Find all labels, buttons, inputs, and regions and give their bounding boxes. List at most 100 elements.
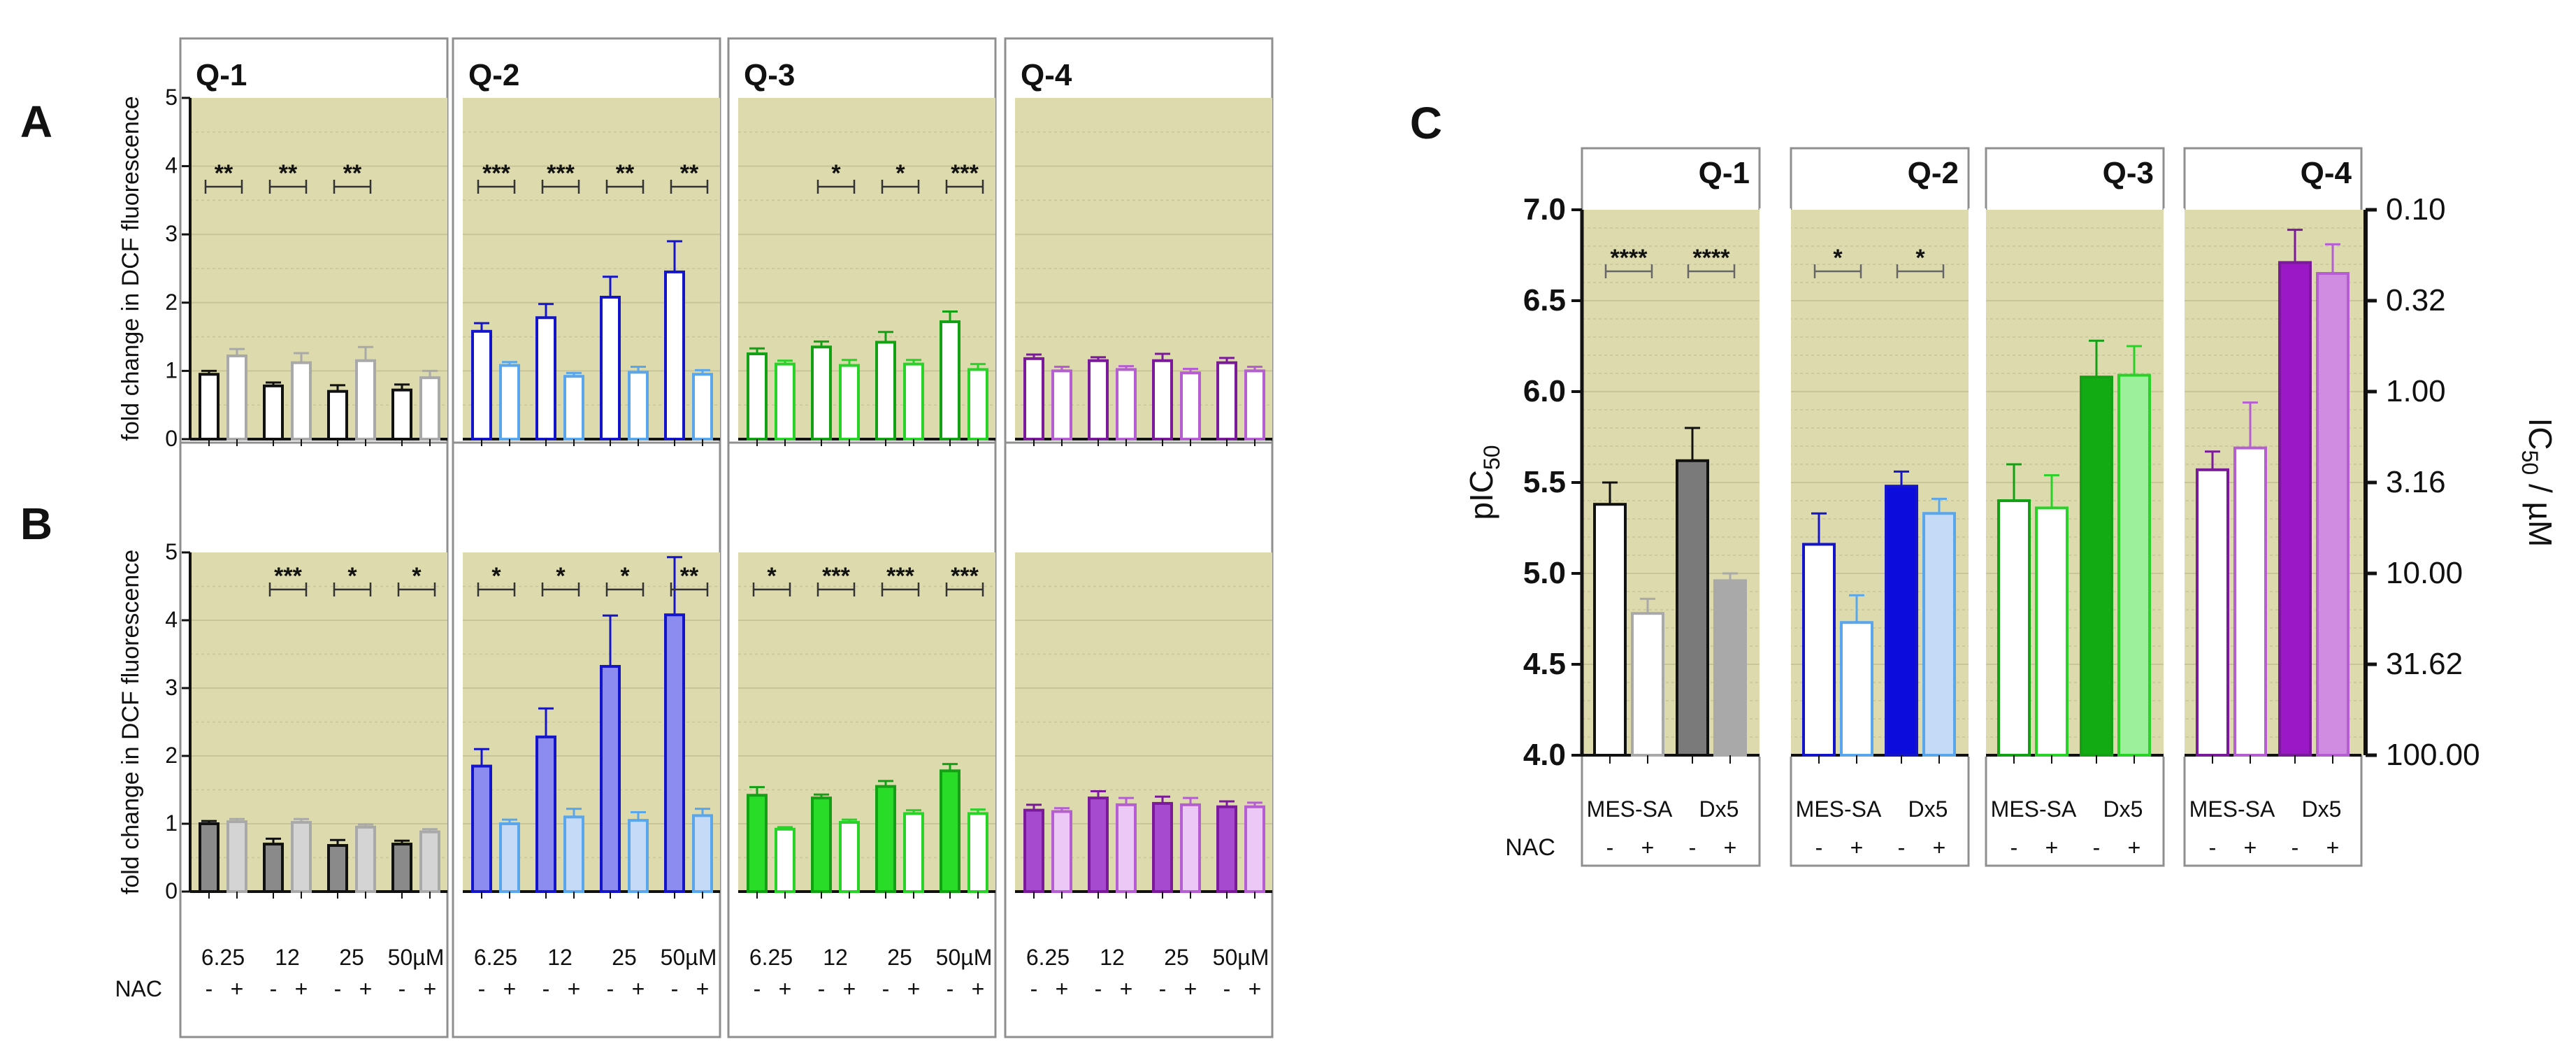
- chartB-y-axis-label: fold change in DCF fluorescence: [117, 550, 144, 894]
- chartC-Q-1-group-label-mes-sa: MES-SA: [1587, 796, 1673, 822]
- chart-marks: [182, 96, 2377, 899]
- chartB-Q-2-bar-25-nac-plus: [628, 819, 649, 894]
- chartB-Q-1-bar-6.25-nac-plus: [226, 820, 247, 893]
- chartB-Q-1-group-label: 50µM: [388, 945, 445, 970]
- chartB-Q-1-bar-50µM-nac-plus: [419, 830, 440, 894]
- chartA-Q-2-bar-25-nac-plus: [628, 371, 649, 441]
- chartA-Q-2-sig-3-stars: **: [680, 160, 699, 187]
- chartC-Q-1-bar-dx5-nac-plus: [1713, 579, 1747, 757]
- chartB-Q-4-nac-minus-label: -: [1223, 976, 1231, 1001]
- chartC-Q-1-nac-sign-label: -: [1689, 835, 1697, 860]
- chartC-y-tick-label: 4.0: [1523, 738, 1566, 772]
- chartC-Q-1-nac-sign-label: +: [1724, 835, 1737, 860]
- chartB-Q-1-nac-plus-label: +: [424, 976, 437, 1001]
- chartB-y-tick-label: 1: [165, 810, 178, 836]
- chartB-Q-2-group-label: 12: [547, 945, 573, 970]
- chartC-Q-1-sig-0-stars: ****: [1611, 245, 1648, 271]
- chartB-Q-2-nac-minus-label: -: [607, 976, 614, 1001]
- chartB-Q-3-group-label: 25: [887, 945, 912, 970]
- chartA-Q-1-bar-12-nac-plus: [291, 361, 312, 441]
- chartB-nac-row-label: NAC: [115, 976, 162, 1001]
- chartC-Q-3-nac-sign-label: -: [2010, 835, 2018, 860]
- chartB-Q-3-sig-2-stars: ***: [886, 563, 914, 589]
- chartB-Q-1-group-label: 12: [275, 945, 300, 970]
- chartB-Q-2-sig-0-stars: *: [491, 563, 501, 589]
- chartB-Q-2-nac-minus-label: -: [542, 976, 550, 1001]
- chartC-Q-2-sig-0-stars: *: [1833, 245, 1843, 271]
- chartA-Q-2-bar-6.25-nac-minus: [471, 329, 492, 441]
- chartB-Q-4-group-label: 50µM: [1213, 945, 1269, 970]
- chartC-column-gap: [2164, 208, 2185, 757]
- chartA-Q-3-title: Q-3: [744, 58, 795, 92]
- chartB-Q-1-bar-12-nac-minus: [263, 843, 284, 893]
- chartC-Q-1-bar-mes-sa-nac-plus: [1631, 612, 1664, 757]
- chartB-Q-3-bar-6.25-nac-plus: [775, 827, 796, 894]
- chartC-Q-1-bar-mes-sa-nac-minus: [1593, 503, 1627, 757]
- chartB-y-tick-label: 0: [165, 878, 178, 903]
- panel-letter-c: C: [1410, 98, 1442, 148]
- chartB-Q-3-sig-3-stars: ***: [951, 563, 979, 589]
- chartA-Q-4-bar-12-nac-plus: [1116, 368, 1137, 441]
- chartB-Q-1-nac-minus-label: -: [398, 976, 406, 1001]
- chartC-y2-tick-label: 0.32: [2386, 283, 2446, 317]
- chartC-column-gap: [1760, 208, 1791, 757]
- chartA-Q-2-bar-50µM-nac-plus: [692, 373, 713, 441]
- chartB-Q-3-group-label: 12: [823, 945, 848, 970]
- chartB-Q-1-sig-2-stars: *: [347, 563, 357, 589]
- chartB-Q-2-group-label: 6.25: [474, 945, 517, 970]
- chartA-Q-2-bar-12-nac-plus: [563, 375, 584, 441]
- chartA-Q-2-bar-12-nac-minus: [535, 316, 556, 441]
- chartB-Q-3-nac-minus-label: -: [818, 976, 826, 1001]
- chartB-Q-2-bar-12-nac-minus: [535, 735, 556, 893]
- chartC-y-tick-label: 4.5: [1523, 647, 1566, 681]
- chartC-Q-1-group-label-dx5: Dx5: [1699, 796, 1739, 822]
- chartB-Q-2-bar-6.25-nac-plus: [499, 822, 520, 893]
- chartC-Q-3-bar-mes-sa-nac-plus: [2035, 506, 2068, 757]
- chartB-y-tick-label: 4: [165, 607, 178, 632]
- chartC-y2-tick-label: 10.00: [2386, 556, 2463, 590]
- chartB-Q-1-nac-minus-label: -: [270, 976, 278, 1001]
- chartC-y2-tick-label: 31.62: [2386, 647, 2463, 681]
- chartC-y2-tick-label: 100.00: [2386, 738, 2480, 772]
- chartB-Q-3-bar-25-nac-plus: [903, 812, 924, 893]
- chartB-Q-3-nac-minus-label: -: [947, 976, 954, 1001]
- chartA-Q-1-sig-0-stars: **: [215, 160, 233, 187]
- chartB-Q-1-nac-plus-label: +: [295, 976, 308, 1001]
- chartB-Q-3-bar-25-nac-minus: [875, 785, 896, 894]
- chartB-Q-4-bar-6.25-nac-minus: [1023, 808, 1044, 893]
- chartB-Q-2-sig-1-stars: *: [556, 563, 566, 589]
- chartA-Q-1-bar-25-nac-minus: [327, 389, 348, 441]
- chartB-Q-2-nac-plus-label: +: [696, 976, 710, 1001]
- chartC-y-tick-label: 6.0: [1523, 374, 1566, 408]
- chartC-y2-tick-label: 1.00: [2386, 374, 2446, 408]
- chartB-Q-2-bar-50µM-nac-minus: [664, 613, 685, 893]
- chartB-Q-3-nac-plus-label: +: [972, 976, 985, 1001]
- chartC-Q-4-nac-sign-label: -: [2209, 835, 2217, 860]
- chartC-Q-1-title: Q-1: [1699, 156, 1750, 190]
- chartC-Q-2-nac-sign-label: +: [1850, 835, 1864, 860]
- chartB-Q-2-nac-plus-label: +: [503, 976, 517, 1001]
- chartC-Q-1-bar-dx5-nac-minus: [1676, 459, 1709, 757]
- chartA-Q-3-bar-50µM-nac-plus: [967, 368, 988, 441]
- chartB-Q-3-bar-6.25-nac-minus: [747, 794, 768, 894]
- chartC-Q-3-nac-sign-label: -: [2093, 835, 2101, 860]
- chartB-Q-2-nac-plus-label: +: [568, 976, 581, 1001]
- chartC-Q-4-nac-sign-label: +: [2244, 835, 2257, 860]
- chartC-y-tick-label: 7.0: [1523, 192, 1566, 227]
- chartB-Q-4-nac-plus-label: +: [1056, 976, 1069, 1001]
- chartC-Q-3-nac-sign-label: +: [2128, 835, 2141, 860]
- chartA-Q-1-bar-6.25-nac-plus: [226, 354, 247, 441]
- chartA-Q-1-bar-50µM-nac-minus: [391, 388, 412, 441]
- chartA-Q-3-sig-1-stars: *: [831, 160, 841, 187]
- chartC-y2-axis-label: IC50 / µM: [2517, 418, 2559, 548]
- chartA-Q-3-bar-12-nac-plus: [839, 364, 860, 441]
- chartA-Q-1-bar-6.25-nac-minus: [199, 373, 220, 441]
- chartB-Q-3-sig-0-stars: *: [767, 563, 777, 589]
- chartA-Q-1-bar-12-nac-minus: [263, 384, 284, 441]
- chartA-Q-4-bar-50µM-nac-plus: [1244, 369, 1265, 441]
- chartB-Q-1-bar-25-nac-minus: [327, 844, 348, 894]
- chartA-Q-2-bar-25-nac-minus: [600, 295, 621, 441]
- chartB-Q-3-nac-plus-label: +: [779, 976, 792, 1001]
- chartB-Q-4-group-label: 12: [1100, 945, 1125, 970]
- chartA-y-tick-label: 0: [165, 426, 178, 451]
